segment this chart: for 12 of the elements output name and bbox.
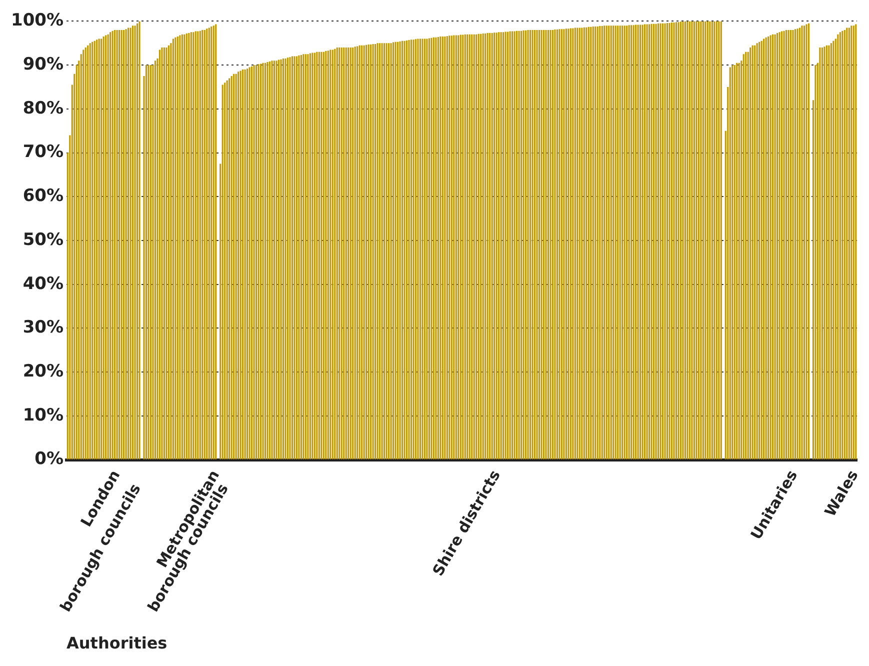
y-tick-label: 80%	[22, 98, 64, 118]
y-tick-label: 20%	[22, 362, 64, 382]
y-tick-label: 0%	[34, 449, 64, 470]
y-tick-label: 100%	[10, 10, 64, 31]
y-tick-label: 30%	[22, 318, 64, 338]
y-tick-label: 90%	[22, 54, 64, 74]
y-tick-label: 40%	[22, 274, 64, 294]
y-tick-label: 50%	[22, 230, 64, 250]
y-tick-label: 70%	[22, 142, 64, 162]
y-tick-label: 10%	[22, 405, 64, 426]
x-axis-title: Authorities	[66, 634, 168, 653]
y-tick-label: 60%	[22, 186, 64, 206]
